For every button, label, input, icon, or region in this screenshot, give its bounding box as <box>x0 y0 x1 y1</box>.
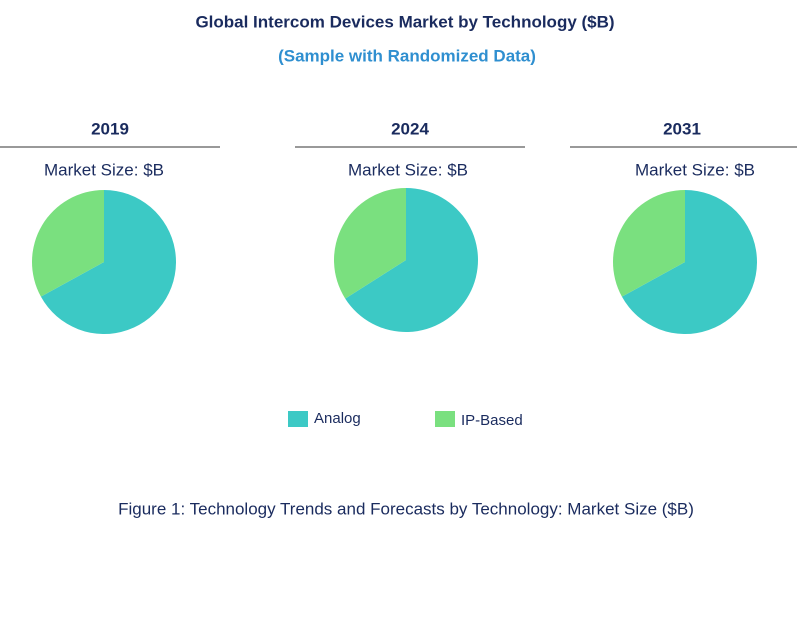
chart-subtitle: Market Size: $B <box>635 160 755 179</box>
page-title: Global Intercom Devices Market by Techno… <box>195 12 614 31</box>
pie-slice <box>31 190 104 297</box>
chart-title: 2019 <box>91 119 129 138</box>
pie-slice <box>40 190 177 335</box>
pie-slice <box>613 190 685 297</box>
caption: Figure 1: Technology Trends and Forecast… <box>118 499 694 518</box>
chart-title: 2024 <box>391 119 429 138</box>
legend-swatch <box>435 411 455 427</box>
chart-subtitle: Market Size: $B <box>348 160 468 179</box>
legend-label: Analog <box>314 410 361 427</box>
pie-slice <box>621 190 757 335</box>
chart-title: 2031 <box>663 119 701 138</box>
chart-subtitle: Market Size: $B <box>44 160 164 179</box>
pie-slice <box>334 188 406 299</box>
page-subtitle: (Sample with Randomized Data) <box>278 46 536 65</box>
legend-label: IP-Based <box>461 412 523 429</box>
pie-slice <box>345 188 479 332</box>
legend-swatch <box>288 411 308 427</box>
